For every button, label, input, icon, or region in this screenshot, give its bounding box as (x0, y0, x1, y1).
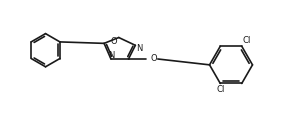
Text: Cl: Cl (216, 85, 225, 94)
Text: N: N (136, 44, 143, 53)
Text: O: O (151, 55, 157, 64)
Text: N: N (108, 51, 114, 60)
Text: Cl: Cl (243, 36, 251, 45)
Text: O: O (110, 37, 117, 46)
